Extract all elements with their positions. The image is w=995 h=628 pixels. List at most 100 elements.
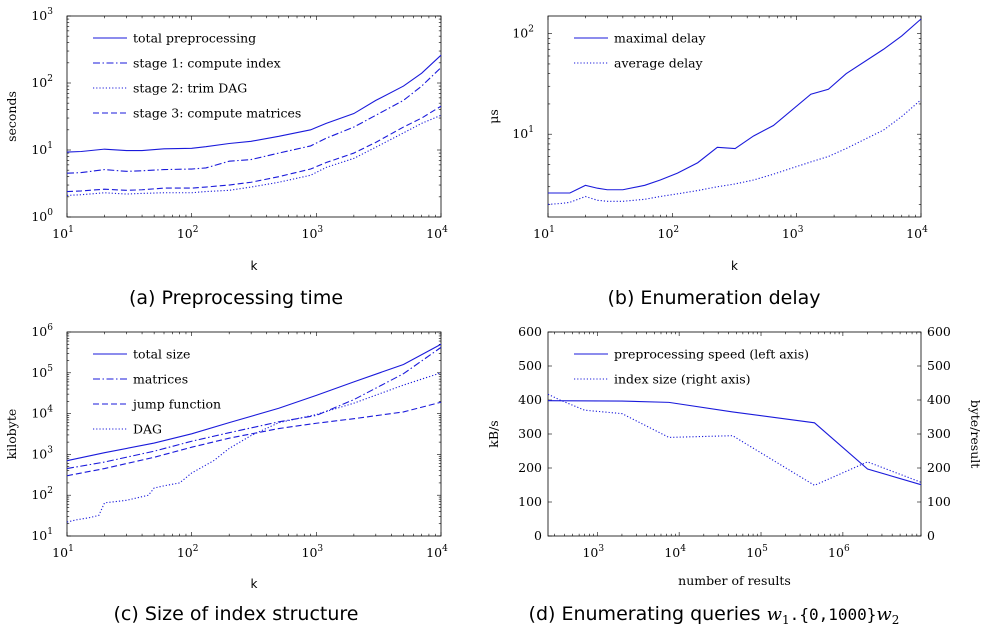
legend: total size matrices jump function DAG	[93, 347, 221, 437]
series-line-preprocessing-speed-left-axis-	[547, 400, 922, 486]
y-tick-exponent: 1	[47, 141, 53, 151]
chart-b: 101 102 103 104 101 102 k μs maximal delay averag…	[486, 15, 928, 309]
y-tick-label: 102	[512, 25, 534, 41]
y-tick-exponent: 6	[47, 323, 53, 333]
y-right-tick-label: 400	[927, 392, 951, 407]
x-tick-exponent: 2	[193, 225, 199, 235]
legend-entry: index size (right axis)	[614, 372, 751, 387]
y-tick-exponent: 5	[47, 364, 53, 374]
plot-frame	[547, 331, 922, 537]
series-line-stage-1-compute-index	[66, 67, 442, 174]
y-axis-label: kilobyte	[4, 409, 19, 460]
x-tick-exponent: 6	[844, 544, 850, 554]
y-right-tick-label: 600	[927, 324, 951, 339]
series-line-dag	[66, 372, 442, 523]
series-line-matrices	[66, 346, 442, 470]
x-tick-exponent: 3	[317, 544, 323, 554]
y-right-tick-label: 200	[927, 460, 951, 475]
y-tick-label: 101	[31, 141, 53, 157]
y-tick-exponent: 2	[47, 486, 53, 496]
legend: maximal delay average delay	[574, 31, 706, 71]
x-axis-ticks: 101 102 103 104	[52, 332, 448, 560]
legend-entry: DAG	[133, 422, 162, 437]
x-tick-exponent: 2	[193, 544, 199, 554]
x-tick-label: 101	[533, 225, 555, 241]
series-line-stage-3-compute-matrices	[66, 105, 442, 193]
y-axis-ticks: 101 102 103 104 105 106	[31, 323, 441, 543]
x-axis-label: number of results	[678, 573, 791, 588]
caption-part: w	[767, 604, 783, 625]
y-tick-label: 100	[31, 208, 53, 224]
plot-frame	[66, 331, 442, 537]
y-tick-label: 101	[512, 125, 534, 141]
series-line-jump-function	[66, 401, 442, 477]
y-axis-ticks: 0 0 100 100 200 200 300 300 400 400 500 500 600 600	[518, 324, 951, 543]
legend-entry: total size	[133, 347, 190, 362]
y-tick-label: 103	[31, 7, 53, 23]
y-tick-exponent: 0	[47, 208, 53, 218]
x-axis-label: k	[251, 259, 258, 273]
x-tick-label: 104	[426, 544, 448, 560]
y-tick-exponent: 2	[528, 25, 534, 35]
legend-entry: matrices	[133, 372, 188, 387]
legend-entry: jump function	[131, 397, 221, 412]
series-group	[66, 343, 442, 523]
legend: preprocessing speed (left axis) index siz…	[574, 347, 809, 387]
x-tick-label: 103	[782, 225, 804, 241]
legend-entry: total preprocessing	[133, 31, 256, 46]
caption-part: (d) Enumerating queries	[529, 603, 767, 625]
series-line-stage-2-trim-dag	[66, 114, 442, 196]
legend-entry: stage 1: compute index	[133, 56, 281, 71]
series-group	[547, 18, 922, 205]
y-axis-label: μs	[486, 109, 501, 124]
x-tick-exponent: 4	[680, 544, 686, 554]
y-axis-label: seconds	[4, 91, 19, 142]
series-line-total-preprocessing	[66, 54, 442, 153]
y-tick-label: 101	[31, 527, 53, 543]
series-group	[547, 393, 922, 486]
y-tick-label: 300	[518, 426, 542, 441]
y-tick-exponent: 2	[47, 74, 53, 84]
y-axis-ticks: 101 102	[512, 25, 921, 205]
x-tick-exponent: 4	[922, 225, 928, 235]
legend-entry: stage 3: compute matrices	[133, 106, 301, 121]
x-tick-exponent: 3	[798, 225, 804, 235]
chart-caption: (b) Enumeration delay	[607, 287, 820, 309]
chart-caption: (c) Size of index structure	[114, 603, 359, 625]
x-tick-label: 104	[426, 225, 448, 241]
legend-entry: maximal delay	[614, 31, 706, 46]
x-axis-label: k	[731, 259, 738, 273]
y-right-tick-label: 100	[927, 494, 951, 509]
y-tick-label: 0	[534, 528, 542, 543]
x-tick-exponent: 4	[442, 225, 448, 235]
x-tick-label: 103	[302, 544, 324, 560]
x-tick-exponent: 1	[68, 544, 74, 554]
y-tick-label: 102	[31, 486, 53, 502]
caption-part: .	[790, 605, 800, 624]
caption-part: {0,1000}	[799, 605, 876, 624]
series-line-index-size-right-axis-	[547, 393, 922, 486]
x-tick-label: 102	[177, 225, 199, 241]
legend: total preprocessing stage 1: compute inde…	[93, 31, 301, 121]
chart-c: 101 102 103 104 101 102 103 104 105 106 k kilobyte t…	[4, 323, 448, 625]
y-tick-exponent: 4	[47, 405, 53, 415]
y-tick-exponent: 3	[47, 445, 53, 455]
x-tick-label: 103	[582, 544, 604, 560]
legend-entry: stage 2: trim DAG	[133, 81, 247, 96]
y-tick-label: 104	[31, 405, 53, 421]
y-right-axis-label: byte/result	[968, 400, 983, 469]
legend-entry: preprocessing speed (left axis)	[614, 347, 809, 362]
y-tick-label: 100	[518, 494, 542, 509]
x-tick-exponent: 3	[598, 544, 604, 554]
legend-entry: average delay	[614, 56, 704, 71]
y-right-tick-label: 300	[927, 426, 951, 441]
plot-frame	[66, 15, 442, 218]
y-tick-exponent: 1	[47, 527, 53, 537]
caption-part: w	[876, 604, 892, 625]
x-tick-exponent: 4	[442, 544, 448, 554]
caption-part: 1	[782, 613, 790, 627]
y-tick-exponent: 3	[47, 7, 53, 17]
series-line-maximal-delay	[548, 18, 922, 194]
